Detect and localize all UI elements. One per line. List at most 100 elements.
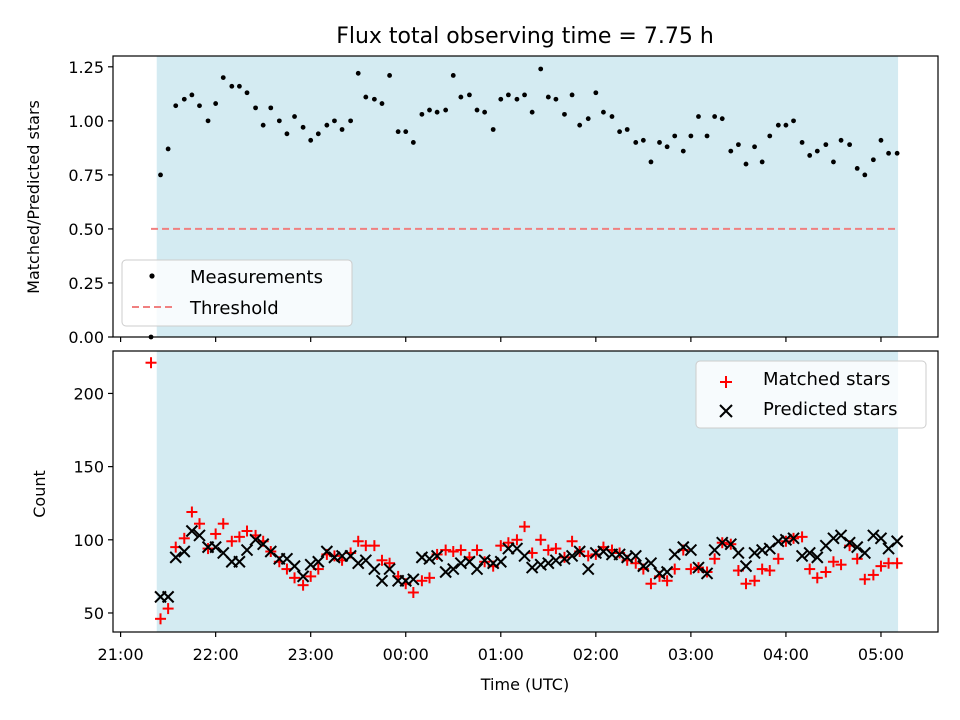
predicted-star-point — [629, 549, 642, 563]
bottom-plot-frame — [112, 350, 939, 633]
measurement-point — [640, 137, 646, 143]
measurement-point — [553, 96, 559, 102]
predicted-star-point — [233, 555, 246, 568]
predicted-star-stroke-b — [827, 532, 840, 545]
predicted-star-point — [447, 562, 460, 576]
predicted-star-point — [494, 555, 507, 568]
predicted-star-point — [383, 562, 396, 576]
predicted-star-stroke-b — [264, 545, 277, 558]
predicted-star-point — [312, 555, 325, 568]
x-tick-label: 04:00 — [763, 645, 809, 664]
predicted-star-point — [352, 557, 365, 570]
measurement-point — [593, 90, 599, 96]
measurement-point — [617, 129, 622, 135]
matched-star-point — [424, 572, 436, 584]
predicted-star-stroke-b — [803, 546, 816, 560]
predicted-star-point — [375, 574, 389, 587]
measurement-point — [434, 109, 440, 115]
x-tick-label: 21:00 — [98, 645, 144, 664]
matched-star-point — [820, 566, 832, 578]
measurement-point — [894, 150, 900, 156]
x-tick-label: 23:00 — [288, 645, 334, 664]
predicted-star-stroke-b — [375, 574, 389, 587]
predicted-star-stroke-b — [890, 535, 904, 548]
matched-star-point — [519, 521, 531, 533]
measurement-point — [719, 116, 725, 122]
matched-star-point — [891, 557, 903, 569]
measurement-point — [348, 118, 354, 124]
top-y-ticks: 0.00 0.25 0.50 0.75 1.00 1.25 — [68, 58, 113, 347]
predicted-star-stroke-b — [739, 559, 753, 573]
measurement-point — [585, 116, 591, 122]
matched-star-point — [162, 603, 174, 615]
matched-star-point — [685, 563, 697, 575]
predicted-star-point — [478, 554, 491, 567]
predicted-star-stroke-b — [328, 551, 341, 564]
matched-star-point — [455, 544, 467, 556]
measurement-point — [783, 122, 789, 128]
predicted-star-stroke-b — [573, 545, 586, 558]
predicted-star-stroke-b — [787, 532, 800, 545]
measurement-point — [601, 109, 606, 115]
measurement-point — [522, 92, 527, 98]
bottom-predicted-points — [154, 524, 904, 604]
predicted-star-stroke-b — [843, 536, 856, 549]
predicted-star-point — [582, 562, 595, 576]
predicted-star-stroke-b — [344, 549, 357, 563]
measurement-point — [799, 140, 805, 145]
measurement-point — [387, 73, 392, 78]
predicted-star-stroke-b — [494, 555, 507, 568]
measurement-point — [443, 107, 449, 113]
predicted-star-point — [890, 535, 904, 548]
measurement-point — [427, 107, 432, 113]
predicted-star-stroke-b — [613, 548, 626, 561]
predicted-star-point — [249, 533, 262, 547]
matched-star-point — [297, 579, 309, 591]
predicted-star-stroke-b — [407, 573, 420, 586]
measurement-point — [181, 96, 187, 102]
predicted-star-stroke-b — [597, 545, 610, 558]
predicted-star-stroke-b — [620, 551, 634, 564]
predicted-star-stroke-b — [510, 542, 524, 555]
predicted-star-stroke-b — [851, 540, 864, 554]
measurement-point — [562, 111, 567, 117]
x-tick-label: 03:00 — [668, 645, 714, 664]
predicted-star-point — [660, 565, 674, 579]
measurement-point — [736, 142, 741, 148]
bottom-y-tick-label: 150 — [73, 458, 104, 477]
measurement-point — [775, 122, 781, 128]
legend-measurements-marker — [149, 273, 155, 279]
predicted-star-point — [288, 559, 301, 573]
matched-star-point — [835, 559, 847, 571]
measurement-point — [624, 127, 630, 132]
matched-star-point — [827, 556, 839, 568]
chart-title: Flux total observing time = 7.75 h — [336, 24, 714, 49]
predicted-star-point — [240, 543, 254, 557]
predicted-star-stroke-b — [549, 554, 563, 567]
predicted-star-point — [209, 540, 222, 554]
predicted-star-stroke-b — [732, 546, 745, 560]
measurement-point — [696, 114, 701, 119]
matched-star-point — [233, 531, 245, 543]
predicted-star-stroke-b — [312, 555, 325, 568]
measurement-point — [173, 103, 179, 109]
measurement-point — [450, 73, 456, 78]
top-x-ticks — [120, 337, 882, 342]
predicted-star-stroke-b — [249, 533, 262, 547]
measurement-point — [648, 159, 654, 165]
measurement-point — [205, 118, 211, 124]
matched-star-point — [859, 573, 871, 585]
predicted-star-stroke-b — [525, 561, 539, 574]
predicted-star-stroke-b — [161, 590, 175, 604]
predicted-star-stroke-b — [233, 555, 246, 568]
measurement-point — [545, 94, 551, 100]
matched-star-point — [749, 575, 761, 587]
measurement-point — [752, 144, 757, 150]
predicted-star-stroke-b — [653, 567, 666, 580]
matched-star-point — [217, 518, 229, 530]
measurement-point — [237, 83, 242, 89]
bottom-panel: 50 100 150 200 21:00 22:00 23:00 00:00 01:00 02:… — [30, 350, 939, 694]
x-tick-label: 05:00 — [858, 645, 904, 664]
predicted-star-stroke-b — [280, 552, 294, 566]
measurement-point — [704, 133, 710, 139]
